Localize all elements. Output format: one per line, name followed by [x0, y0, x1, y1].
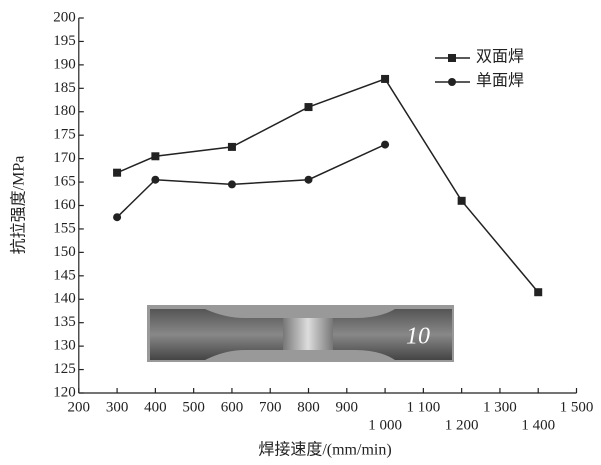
- marker: [228, 143, 236, 151]
- x-tick-label: 1 000: [368, 417, 402, 433]
- marker: [113, 213, 121, 221]
- y-tick-label: 160: [53, 197, 76, 213]
- y-tick-label: 155: [53, 220, 76, 236]
- y-tick-label: 170: [53, 150, 76, 166]
- marker: [305, 176, 313, 184]
- x-tick-label: 900: [336, 399, 359, 415]
- legend-marker: [448, 78, 456, 86]
- x-tick-label: 500: [182, 399, 205, 415]
- x-tick-label: 1 300: [483, 399, 517, 415]
- y-tick-label: 195: [53, 33, 76, 49]
- y-tick-label: 135: [53, 314, 76, 330]
- y-tick-label: 120: [53, 384, 76, 400]
- x-tick-label: 800: [297, 399, 320, 415]
- y-tick-label: 190: [53, 56, 76, 72]
- y-tick-label: 185: [53, 80, 76, 96]
- chart: 10 焊接速度/(mm/min) 抗拉强度/MPa 120 125 130 135 14…: [0, 0, 601, 465]
- x-tick-label: 1 100: [406, 399, 440, 415]
- marker: [305, 103, 313, 111]
- y-tick-label: 145: [53, 267, 76, 283]
- y-tick-label: 125: [53, 361, 76, 377]
- y-tick-label: 175: [53, 127, 76, 143]
- x-tick-label: 1 400: [521, 417, 555, 433]
- marker: [381, 75, 389, 83]
- y-tick-label: 165: [53, 174, 76, 190]
- y-tick-label: 140: [53, 291, 76, 307]
- marker: [113, 169, 121, 177]
- y-tick-label: 150: [53, 244, 76, 260]
- legend-marker: [448, 54, 456, 62]
- marker: [534, 288, 542, 296]
- x-tick-label: 200: [68, 399, 91, 415]
- inset-label: 10: [406, 324, 430, 350]
- legend-label: 单面焊: [476, 72, 524, 90]
- y-axis-label: 抗拉强度/MPa: [10, 156, 28, 255]
- x-tick-label: 700: [259, 399, 282, 415]
- x-tick-label: 1 200: [445, 417, 479, 433]
- specimen-photo: 10: [147, 305, 454, 362]
- marker: [228, 180, 236, 188]
- marker: [458, 197, 466, 205]
- marker: [151, 152, 159, 160]
- x-axis-label: 焊接速度/(mm/min): [258, 441, 391, 459]
- marker: [151, 176, 159, 184]
- legend-label: 双面焊: [476, 48, 524, 66]
- series-line: [117, 79, 538, 292]
- x-tick-label: 400: [144, 399, 167, 415]
- x-tick-label: 300: [106, 399, 129, 415]
- y-tick-label: 180: [53, 103, 76, 119]
- marker: [381, 141, 389, 149]
- x-tick-label: 1 500: [560, 399, 594, 415]
- y-tick-label: 130: [53, 338, 76, 354]
- y-tick-label: 200: [53, 9, 76, 25]
- x-tick-label: 600: [221, 399, 244, 415]
